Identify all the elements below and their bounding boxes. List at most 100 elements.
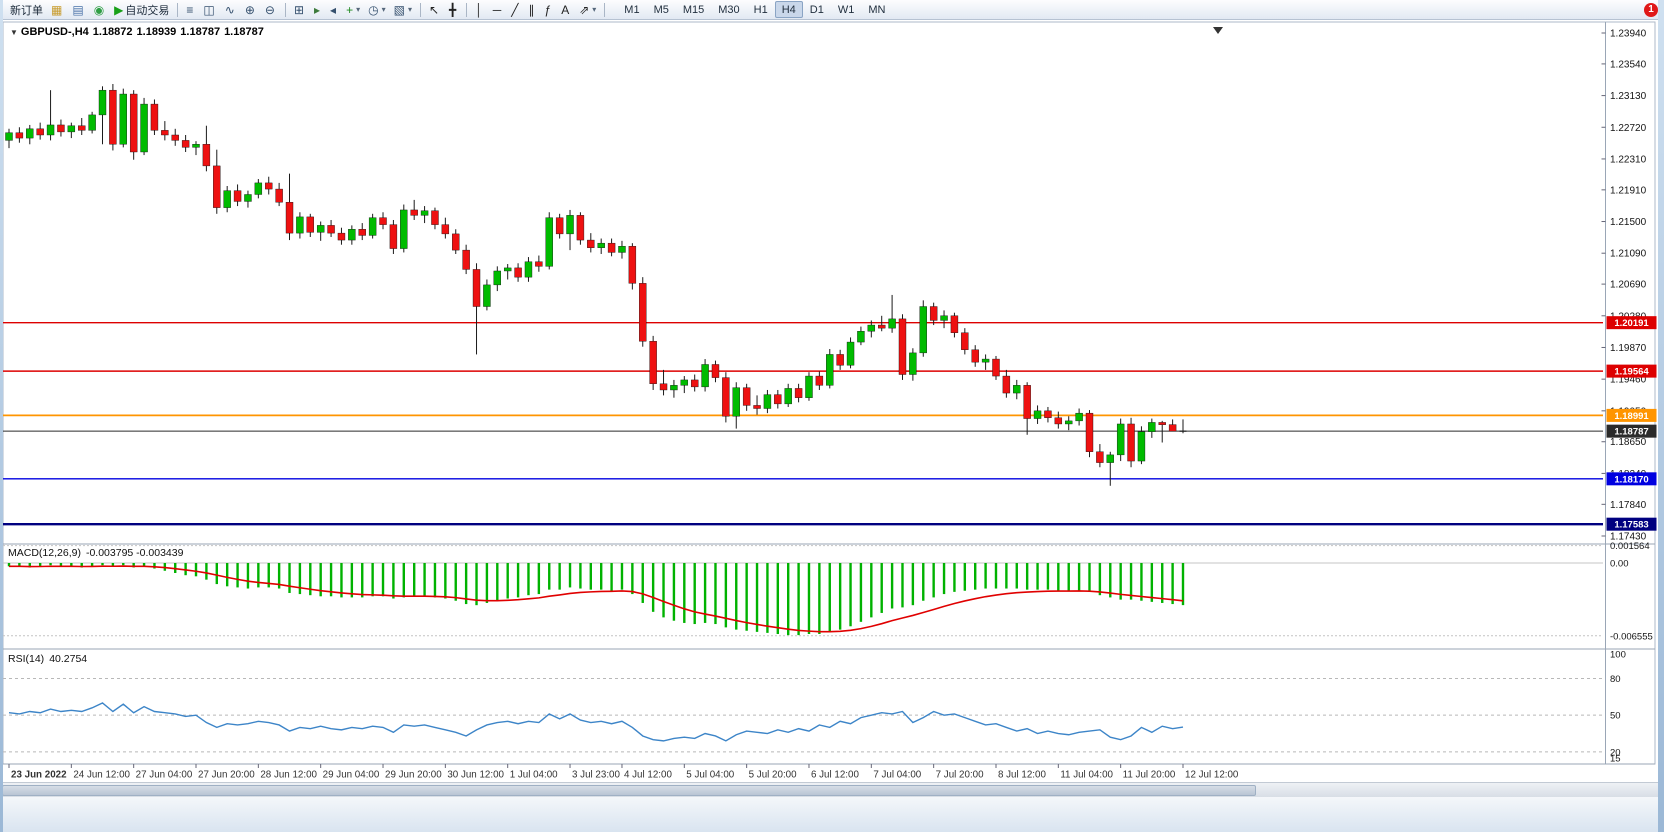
fibonacci-icon: ƒ — [544, 2, 552, 17]
zoom-in-button[interactable]: ⊕ — [241, 1, 261, 19]
timeframe-w1-button[interactable]: W1 — [837, 4, 855, 16]
price-tag-label: 1.17583 — [1614, 520, 1648, 531]
templates-button[interactable]: ▧ ▾ — [390, 1, 416, 19]
candle-body — [202, 144, 211, 167]
price-tag-label: 1.19564 — [1614, 367, 1649, 378]
time-axis-label: 5 Jul 04:00 — [686, 770, 734, 781]
line-chart-mode-button[interactable]: ∿ — [221, 1, 241, 19]
indicators-button[interactable]: + ▾ — [342, 1, 364, 19]
candle-body — [119, 93, 127, 145]
candlestick-mode-button[interactable]: ◫ — [199, 1, 220, 19]
arrows-button[interactable]: ⇗ ▾ — [575, 1, 600, 19]
timeframe-h1-button[interactable]: H1 — [753, 4, 768, 16]
auto-trading-button[interactable]: ▶ 自动交易 — [110, 1, 173, 19]
market-watch-button[interactable]: ◉ — [90, 1, 110, 19]
crosshair-icon: ╋ — [449, 2, 457, 17]
rsi-axis-label: 20 — [1610, 747, 1621, 758]
timeframe-m15-button[interactable]: M15 — [682, 4, 705, 16]
candle-body — [358, 229, 366, 236]
timeframe-mn-button[interactable]: MN — [868, 4, 886, 16]
auto-scroll-icon: ▸ — [314, 2, 321, 17]
channel-icon: ∥ — [528, 2, 535, 17]
fibonacci-button[interactable]: ƒ — [541, 1, 558, 19]
toolbar-button-group: 新订单 ▦ ▤ ◉ ▶ 自动交易 ≡ ◫ ∿ ⊕ ⊖ ⊞ ▸ ◂ + ▾ ◷ ▾ ▧ ▾ ↖ ╋ │ ─ ╱ ∥ ƒ A ⇗ ▾ — [6, 0, 609, 20]
timeframe-m30-button[interactable]: M30 — [718, 4, 740, 16]
candle-body — [1033, 410, 1042, 419]
price-axis-label: 1.17840 — [1610, 500, 1647, 511]
crosshair-button[interactable]: ╋ — [445, 1, 462, 19]
time-axis-label: 27 Jun 20:00 — [198, 770, 255, 781]
candle-body — [1013, 385, 1021, 394]
tile-windows-button[interactable]: ⊞ — [290, 1, 310, 19]
timeframe-d1-button[interactable]: D1 — [809, 4, 824, 16]
window-frame-left — [0, 0, 3, 832]
tile-windows-icon: ⊞ — [293, 2, 305, 17]
vertical-line-button[interactable]: │ — [471, 1, 489, 19]
periods-button[interactable]: ◷ ▾ — [364, 1, 390, 19]
candle-body — [1002, 375, 1011, 394]
candle-body — [618, 246, 626, 253]
candle-body — [898, 318, 907, 375]
candle-body — [1044, 410, 1052, 418]
candle-body — [129, 93, 138, 153]
candle-body — [1065, 420, 1073, 425]
channel-button[interactable]: ∥ — [525, 1, 541, 19]
chart-canvas[interactable]: 1.23940 1.23540 1.23130 1.22720 1.22310 1.219… — [0, 20, 1664, 782]
candle-body — [836, 354, 844, 366]
candlestick-mode-icon: ◫ — [203, 2, 215, 17]
trendline-icon: ╱ — [511, 2, 519, 17]
candle-body — [472, 269, 481, 307]
candle-body — [5, 132, 13, 141]
chart-window-button[interactable]: ▦ — [47, 1, 68, 19]
candle-body — [555, 217, 564, 235]
text-label-button[interactable]: A — [557, 1, 575, 19]
auto-scroll-button[interactable]: ▸ — [310, 1, 326, 19]
candle-body — [161, 130, 169, 136]
notification-badge[interactable]: 1 — [1644, 3, 1658, 17]
bar-chart-mode-button[interactable]: ≡ — [182, 1, 199, 19]
chart-window-icon: ▦ — [51, 2, 63, 17]
price-axis-label: 1.20690 — [1610, 280, 1647, 291]
candle-body — [867, 324, 876, 332]
new-order-button[interactable]: 新订单 — [6, 1, 47, 19]
auto-trading-button-label: 自动交易 — [125, 4, 170, 17]
symbol-dropdown-icon[interactable]: ▼ — [10, 28, 18, 37]
candle-body — [379, 217, 387, 225]
candle-body — [1023, 385, 1031, 419]
candle-body — [888, 318, 896, 329]
horizontal-line-button[interactable]: ─ — [489, 1, 508, 19]
zoom-out-button[interactable]: ⊖ — [261, 1, 281, 19]
macd-values: -0.003795 -0.003439 — [85, 547, 184, 559]
cursor-button[interactable]: ↖ — [425, 1, 445, 19]
candle-body — [1168, 424, 1177, 432]
candle-body — [878, 324, 886, 329]
profiles-button[interactable]: ▤ — [68, 1, 89, 19]
macd-axis-label: -0.006555 — [1610, 631, 1653, 642]
trendline-button[interactable]: ╱ — [507, 1, 524, 19]
chart-shift-button[interactable]: ◂ — [326, 1, 342, 19]
horizontal-scrollbar[interactable] — [0, 782, 1664, 797]
time-axis-label: 1 Jul 04:00 — [510, 770, 558, 781]
scrollbar-thumb[interactable] — [2, 785, 1256, 796]
timeframe-m5-button[interactable]: M5 — [653, 4, 669, 16]
candle-body — [26, 128, 34, 139]
candle-body — [316, 225, 325, 233]
candle-body — [150, 103, 159, 131]
candle-body — [223, 190, 231, 208]
candle-body — [753, 405, 761, 409]
timeframe-m1-button[interactable]: M1 — [624, 4, 640, 16]
ohlc-open: 1.18872 — [92, 26, 133, 38]
macd-signal-line — [9, 565, 1184, 633]
rsi-value: 40.2754 — [49, 653, 88, 665]
price-axis-label: 1.21500 — [1610, 217, 1647, 228]
chart-frame — [2, 21, 1656, 765]
candle-body — [483, 284, 491, 307]
candle-body — [462, 249, 470, 270]
timeframe-h4-button[interactable]: H4 — [774, 1, 803, 18]
candle-body — [732, 387, 740, 417]
price-axis-label: 1.22720 — [1610, 123, 1647, 134]
macd-axis-label: 0.00 — [1610, 559, 1629, 570]
price-tag — [1606, 316, 1657, 330]
candle-body — [337, 232, 346, 241]
candle-body — [493, 270, 502, 286]
